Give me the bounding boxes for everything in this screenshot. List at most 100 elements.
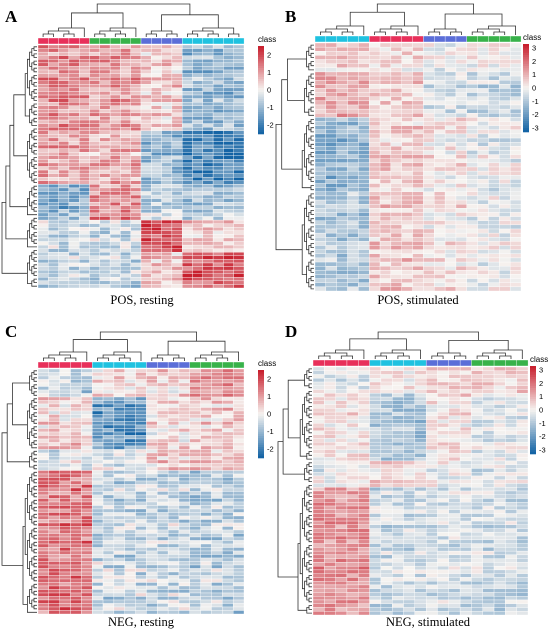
heatmap-cell — [222, 487, 234, 492]
heatmap-cell — [89, 259, 100, 264]
heatmap-cell — [79, 59, 90, 64]
heatmap-cell — [58, 102, 70, 106]
heatmap-cell — [232, 396, 245, 401]
heatmap-cell — [477, 59, 489, 64]
heatmap-cell — [202, 266, 214, 271]
heatmap-cell — [324, 370, 336, 375]
heatmap-cell — [58, 152, 70, 156]
heatmap-cell — [448, 385, 461, 390]
colorbar-segment — [523, 59, 529, 62]
heatmap-cell — [312, 381, 325, 386]
heatmap-cell — [401, 216, 413, 221]
heatmap-cell — [477, 75, 489, 81]
heatmap-cell — [212, 184, 224, 189]
heatmap-cell — [232, 522, 245, 527]
heatmap-cell — [200, 550, 212, 555]
heatmap-cell — [233, 230, 245, 235]
heatmap-cell — [336, 191, 348, 197]
heatmap-cell — [48, 98, 59, 103]
heatmap-cell — [434, 59, 446, 64]
heatmap-cell — [314, 175, 327, 180]
heatmap-cell — [48, 375, 60, 380]
colorbar-segment — [258, 425, 264, 428]
heatmap-cell — [488, 249, 500, 254]
heatmap-cell — [505, 400, 517, 405]
colorbar-segment — [258, 94, 264, 97]
heatmap-cell — [140, 244, 152, 249]
heatmap-cell — [471, 366, 483, 371]
heatmap-cell — [212, 273, 224, 278]
heatmap-cell — [232, 438, 245, 443]
heatmap-cell — [200, 452, 212, 457]
heatmap-cell — [312, 483, 325, 488]
heatmap-cell — [312, 366, 325, 371]
colorbar-segment — [258, 54, 264, 58]
heatmap-cell — [347, 88, 359, 93]
heatmap-cell — [335, 426, 348, 432]
heatmap-cell — [157, 498, 169, 503]
heatmap-cell — [499, 80, 511, 85]
heatmap-cell — [161, 237, 173, 242]
colorbar-tick-label: 0 — [267, 86, 271, 95]
heatmap-cell — [448, 494, 461, 499]
heatmap-cell — [146, 561, 158, 566]
heatmap-cell — [505, 483, 517, 488]
heatmap-cell — [120, 202, 131, 206]
heatmap-cell — [99, 130, 111, 135]
heatmap-cell — [89, 134, 100, 139]
heatmap-cell — [347, 137, 359, 143]
heatmap-cell — [505, 385, 517, 390]
heatmap-cell — [59, 519, 71, 524]
heatmap-cell — [233, 169, 245, 174]
colorbar-segment — [258, 372, 264, 375]
heatmap-cell — [48, 152, 59, 156]
heatmap-cell — [466, 71, 478, 77]
heatmap-cell — [212, 241, 224, 246]
heatmap-cell — [48, 529, 60, 534]
heatmap-cell — [358, 42, 370, 48]
heatmap-cell — [48, 212, 59, 217]
heatmap-cell — [200, 389, 212, 394]
heatmap-cell — [488, 71, 500, 77]
dendrogram-branch — [1, 202, 28, 274]
heatmap-cell — [223, 177, 234, 181]
heatmap-cell — [200, 554, 212, 559]
heatmap-cell — [392, 490, 404, 495]
heatmap-cell — [102, 431, 115, 436]
heatmap-cell — [499, 282, 511, 288]
heatmap-cell — [37, 599, 50, 604]
heatmap-cell — [99, 187, 111, 192]
heatmap-cell — [516, 457, 529, 462]
colorbar-segment — [523, 92, 529, 95]
heatmap-cell — [99, 219, 111, 224]
heatmap-cell — [81, 505, 93, 510]
heatmap-cell — [346, 449, 359, 454]
heatmap-cell — [151, 216, 162, 221]
heatmap-cell — [58, 248, 70, 253]
heatmap-cell — [232, 456, 245, 461]
heatmap-cell — [89, 280, 100, 285]
heatmap-cell — [146, 470, 158, 475]
heatmap-cell — [425, 434, 438, 439]
class-bar-cell — [336, 35, 348, 43]
heatmap-cell — [189, 540, 201, 545]
heatmap-cell — [222, 375, 234, 380]
heatmap-cell — [509, 191, 522, 197]
heatmap-cell — [401, 183, 413, 188]
dendrogram-branch — [33, 110, 37, 116]
heatmap-cell — [79, 44, 90, 49]
heatmap-cell — [346, 381, 359, 386]
heatmap-cell — [324, 475, 336, 480]
heatmap-cell — [70, 449, 82, 454]
dendrogram-branch — [471, 31, 484, 35]
heatmap-cell — [102, 403, 115, 408]
heatmap-cell — [325, 142, 337, 147]
heatmap-cell — [178, 536, 190, 541]
colorbar-segment — [523, 48, 529, 51]
heatmap-cell — [336, 232, 348, 238]
heatmap-cell — [471, 434, 483, 439]
heatmap-cell — [223, 44, 234, 49]
heatmap-cell — [211, 438, 223, 443]
heatmap-cell — [412, 245, 424, 250]
dendrogram-branch — [33, 433, 37, 438]
